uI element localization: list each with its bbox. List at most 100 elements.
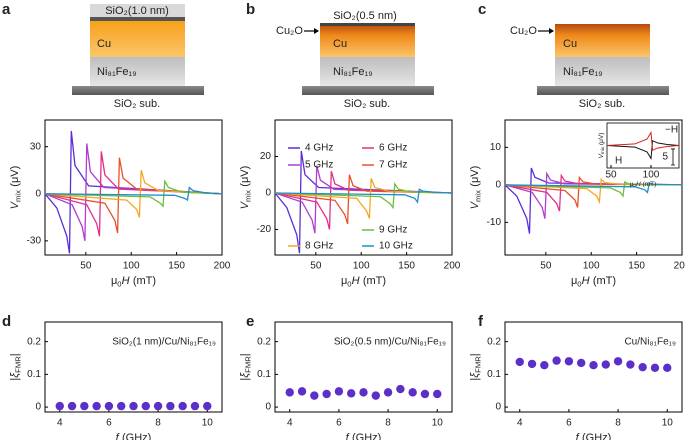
axis-label-part: FMR [473, 356, 482, 373]
scale-bar-label: 5 [662, 152, 668, 163]
y-tick-label: 0 [495, 402, 501, 413]
layer-label: SiO₂(0.5 nm) [333, 10, 397, 22]
x-tick-label: 150 [168, 261, 185, 272]
data-point [104, 401, 114, 411]
data-line [504, 177, 683, 205]
y-tick-label: 0.2 [257, 336, 271, 347]
axis-label-part: (μV) [598, 133, 605, 145]
x-tick-label: 200 [674, 261, 685, 272]
axis-label-part: V [469, 200, 481, 209]
axis-label-part: ξ [469, 372, 481, 378]
cu-layer [555, 24, 650, 57]
data-line [606, 131, 680, 152]
sio2-layer [90, 4, 185, 20]
scale-bar [671, 148, 675, 166]
data-line [44, 170, 223, 218]
data-point [92, 401, 101, 411]
data-line [44, 179, 223, 208]
axis-label-part: 0 [577, 279, 581, 288]
axis-label-part: μ [630, 181, 634, 188]
y-tick-label: 0 [35, 188, 41, 199]
legend-label: 10 GHz [379, 241, 413, 252]
panel-label: f [478, 313, 484, 330]
y-tick-label: -10 [487, 217, 502, 228]
substrate [72, 86, 204, 95]
panel-label: d [2, 313, 11, 330]
axis-label: |ξFMR| [9, 353, 22, 380]
axis-label: μ0H (mT) [630, 181, 657, 188]
data-point [166, 401, 175, 411]
x-tick-label: 200 [444, 261, 461, 272]
axis-label-part: (GHz) [122, 432, 151, 440]
y-tick-label: 0.1 [487, 369, 501, 380]
layer-label: Cu₂O [510, 25, 537, 37]
axis-label: μ0H (mT) [341, 275, 386, 288]
data-line [504, 173, 683, 212]
y-tick-label: 0 [265, 402, 271, 413]
axis-label-part: f [346, 432, 350, 440]
x-tick-label: 6 [106, 418, 112, 429]
axis-label-part: H [582, 275, 590, 287]
data-point [117, 401, 126, 411]
axis-label-part: (mT) [363, 275, 386, 287]
data-point [334, 387, 344, 396]
axis-label: Vmix (μV) [9, 166, 22, 210]
data-point [80, 401, 89, 411]
data-point [359, 388, 368, 397]
axis-label-part: (μV) [9, 166, 21, 187]
axis-label: |ξFMR| [469, 353, 482, 380]
y-tick-label: 0 [495, 180, 501, 191]
data-line [44, 143, 223, 242]
data-point [322, 389, 331, 399]
data-line [274, 188, 453, 204]
data-point [638, 362, 647, 372]
layer-label: Cu [563, 38, 577, 50]
axis-label-part: H [122, 275, 130, 287]
axis-label-part: μ [111, 275, 117, 287]
data-line [504, 180, 683, 198]
axis-label-part: 0 [633, 183, 636, 188]
axis-label-part: 0 [347, 279, 351, 288]
x-tick-label: 8 [385, 418, 391, 429]
data-point [613, 357, 623, 366]
axis-label-part: mix [243, 190, 252, 202]
data-line [44, 186, 223, 202]
x-tick-label: 10 [432, 418, 444, 429]
x-tick-label: 150 [628, 261, 645, 272]
axis-label-part: (GHz) [352, 432, 381, 440]
data-point [67, 401, 77, 411]
annotation: SiO₂(0.5 nm)/Cu/Ni₈₁Fe₁₉ [334, 337, 446, 348]
data-line [274, 174, 453, 225]
data-point [190, 401, 200, 411]
axis-label-part: (μV) [239, 166, 251, 187]
x-tick-label: 100 [643, 170, 660, 181]
annotation: Cu/Ni₈₁Fe₁₉ [624, 337, 676, 348]
x-tick-label: 6 [336, 418, 342, 429]
data-point [420, 389, 430, 399]
axis-label-part: V [239, 200, 251, 209]
layer-label: Cu₂O [276, 25, 303, 37]
axis-label-part: | [239, 378, 251, 381]
x-tick-label: 200 [214, 261, 231, 272]
arrow-head [549, 28, 554, 34]
data-point [552, 356, 561, 365]
data-point [663, 363, 672, 373]
axis-label-part: (GHz) [582, 432, 611, 440]
data-point [371, 391, 380, 400]
axis-label-part: μ [341, 275, 347, 287]
data-point [626, 360, 635, 369]
axis-label-part: ξ [239, 372, 251, 378]
axis-label-part: f [116, 432, 120, 440]
x-tick-label: 8 [615, 418, 621, 429]
axis-label-part: (mT) [593, 275, 616, 287]
panel-label: c [478, 1, 486, 18]
data-point [396, 384, 405, 394]
axis-label: μ0H (mT) [571, 275, 616, 288]
data-point [433, 389, 442, 399]
axis-label-part: V [598, 153, 605, 158]
data-line [504, 175, 683, 208]
axis-label: Vmix (μV) [239, 166, 252, 210]
data-point [297, 387, 307, 396]
legend-label: 7 GHz [379, 160, 407, 171]
